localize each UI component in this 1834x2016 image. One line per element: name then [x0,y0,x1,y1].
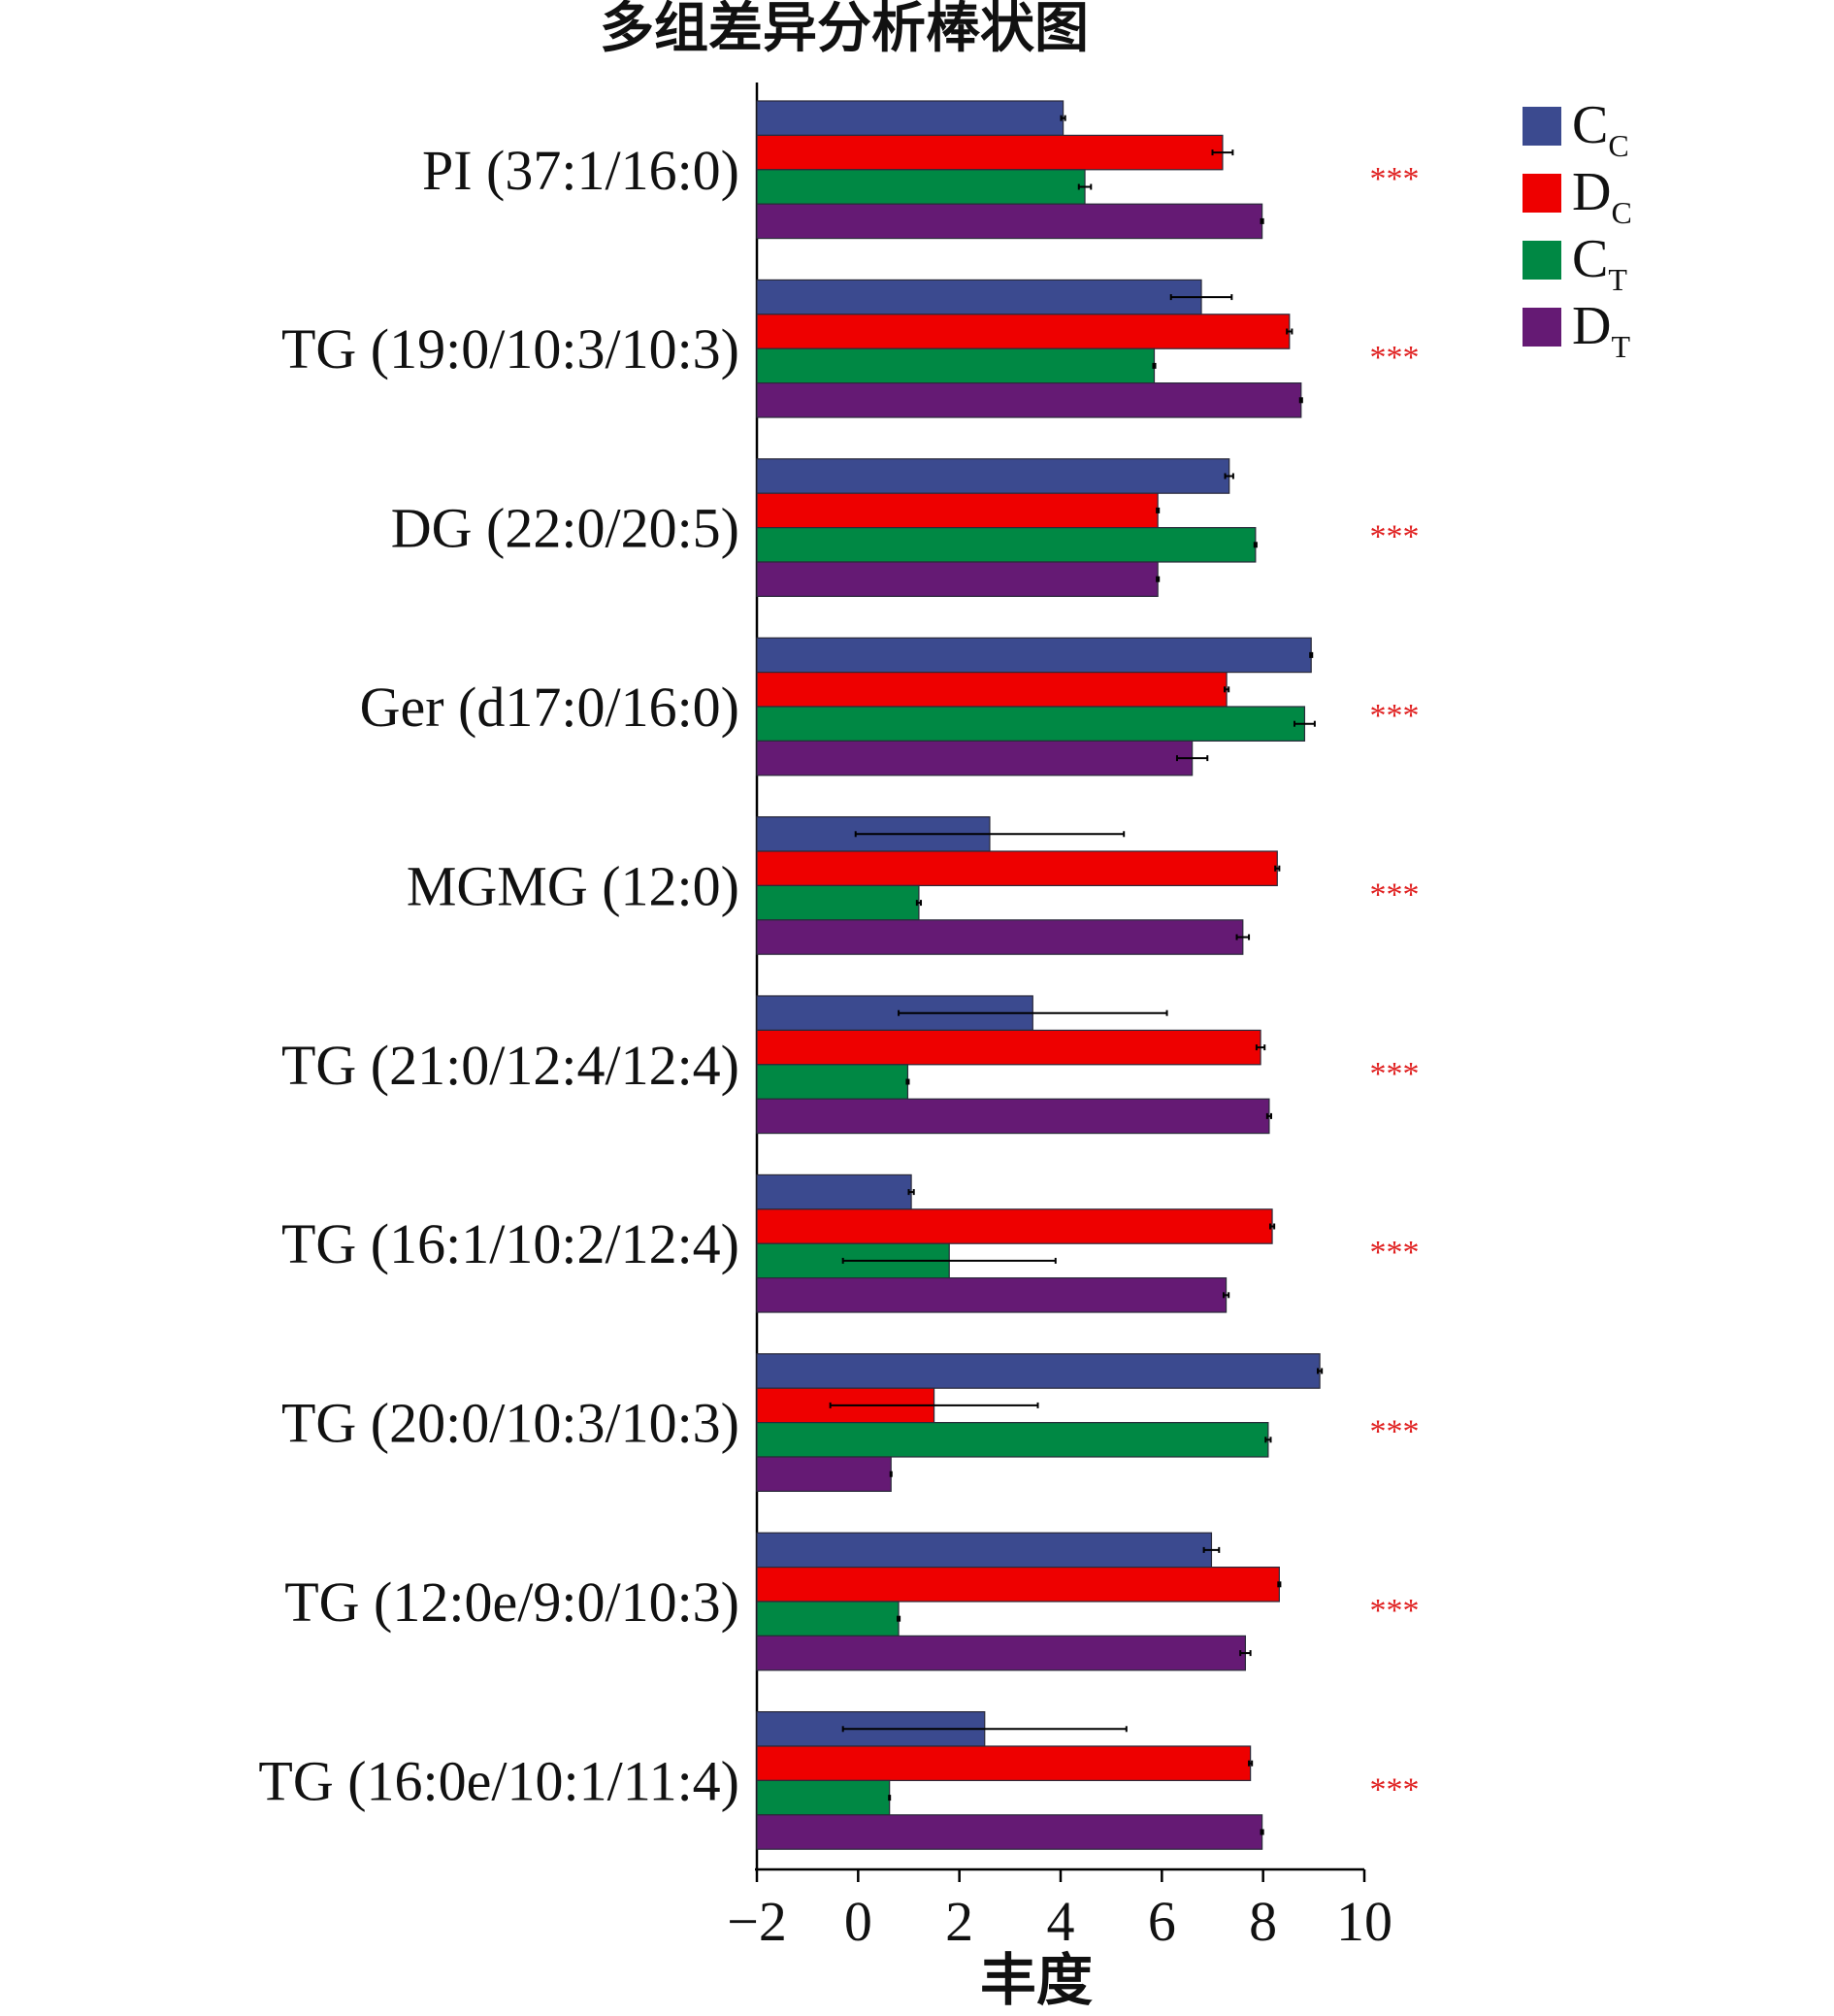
bar-3-0 [756,637,1312,674]
error-bars-layer [829,115,1324,1835]
bar-5-3 [756,1098,1270,1135]
bar-5-1 [756,1029,1261,1066]
bar-8-1 [756,1566,1280,1603]
legend-label-1: DC [1572,162,1632,230]
bar-2-3 [756,561,1159,598]
bar-8-0 [756,1532,1213,1569]
legend-swatch-0 [1523,107,1561,146]
x-axis-label: 丰度 [980,1947,1093,2013]
bar-8-2 [756,1601,900,1637]
bar-1-1 [756,314,1291,349]
bar-0-2 [756,169,1086,205]
x-tick-label: 4 [1047,1890,1075,1953]
bar-1-2 [756,347,1156,384]
x-tick-label: 10 [1336,1890,1392,1953]
x-tick-label: 6 [1148,1890,1176,1953]
bar-5-2 [756,1064,909,1100]
bar-3-1 [756,671,1228,708]
significance-label: *** [1370,1056,1420,1092]
category-label: DG (22:0/20:5) [391,497,739,560]
legend-label-subscript: C [1611,195,1631,230]
category-label: Ger (d17:0/16:0) [360,676,739,739]
significance-label: *** [1370,1771,1420,1807]
category-label: TG (21:0/12:4/12:4) [281,1034,739,1097]
category-label: TG (16:0e/10:1/11:4) [258,1749,739,1812]
bar-2-1 [756,492,1159,529]
significance-label: *** [1370,1235,1420,1271]
bar-6-3 [756,1276,1228,1313]
category-label: PI (37:1/16:0) [422,139,739,202]
significance-label: *** [1370,698,1420,734]
bar-7-3 [756,1456,892,1493]
bar-1-3 [756,382,1302,418]
significance-label: *** [1370,1593,1420,1629]
legend-swatch-3 [1523,308,1561,347]
bar-0-3 [756,203,1263,240]
bar-9-3 [756,1814,1263,1850]
x-ticks: −2 0 2 4 6 8 10 [727,1869,1392,1953]
category-label: TG (20:0/10:3/10:3) [281,1392,739,1455]
bar-3-3 [756,740,1194,777]
bar-4-1 [756,850,1278,887]
chart-title: 多组差异分析棒状图 [600,0,1089,60]
significance-label: *** [1370,876,1420,912]
legend-label-subscript: C [1608,128,1628,163]
bar-9-1 [756,1745,1252,1782]
legend-label-2: CT [1572,229,1627,297]
significance-label: *** [1370,1414,1420,1450]
bar-9-2 [756,1779,891,1816]
significance-label: *** [1370,161,1420,197]
bar-4-3 [756,919,1244,955]
bar-7-2 [756,1421,1269,1458]
bar-6-0 [756,1173,912,1210]
legend-label-0: CC [1572,95,1629,163]
legend-swatch-1 [1523,174,1561,213]
bar-1-0 [756,279,1202,315]
x-tick-label: −2 [727,1890,787,1953]
bars-layer [756,100,1321,1850]
significance-label: *** [1370,340,1420,376]
bar-2-0 [756,458,1230,494]
bar-7-0 [756,1353,1321,1389]
legend-label-subscript: T [1611,329,1630,364]
category-label: TG (19:0/10:3/10:3) [281,317,739,380]
bar-0-1 [756,134,1224,171]
category-labels: PI (37:1/16:0) TG (19:0/10:3/10:3) DG (22:… [258,139,739,1813]
bar-0-0 [756,100,1064,137]
bar-8-3 [756,1635,1247,1671]
significance-label: *** [1370,519,1420,555]
legend-swatch-2 [1523,241,1561,280]
x-tick-label: 0 [844,1890,872,1953]
bar-3-2 [756,706,1306,743]
bar-6-1 [756,1208,1273,1244]
legend-label-3: DT [1572,296,1630,364]
x-tick-label: 8 [1249,1890,1277,1953]
category-label: MGMG (12:0) [407,854,739,917]
bar-2-2 [756,526,1257,563]
legend-label-subscript: T [1608,262,1627,297]
category-label: TG (16:1/10:2/12:4) [281,1212,739,1275]
bar-4-2 [756,884,920,921]
x-tick-label: 2 [945,1890,973,1953]
significance-labels: *** *** *** *** *** *** *** *** *** *** [1370,161,1420,1808]
category-label: TG (12:0e/9:0/10:3) [284,1570,739,1634]
